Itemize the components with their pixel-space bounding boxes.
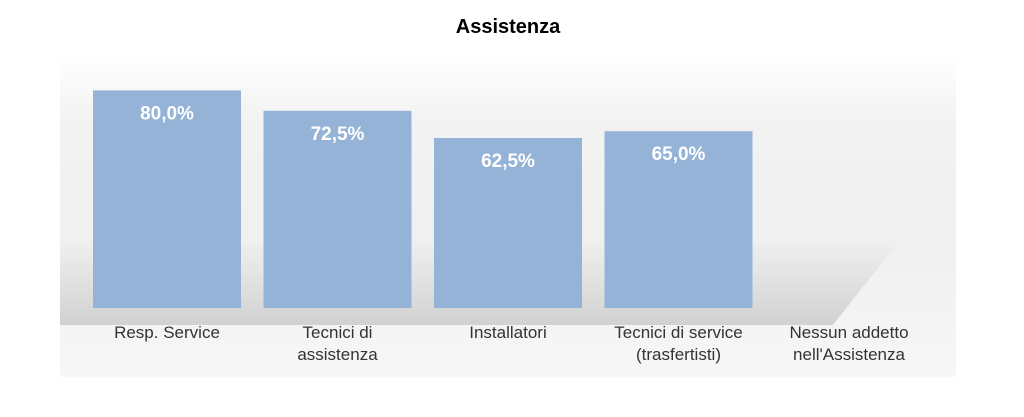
bar-1: [93, 90, 241, 309]
category-label-5: Nessun addetto nell'Assistenza: [789, 323, 908, 364]
data-label-1: 80,0%: [140, 103, 194, 124]
bar-4: [604, 131, 753, 308]
chart-title: Assistenza: [455, 16, 561, 38]
category-label-4: Tecnici di service (trasfertisti): [614, 323, 743, 364]
category-label-1: Resp. Service: [114, 323, 220, 342]
data-label-3: 62,5%: [481, 151, 535, 172]
bar-3: [434, 138, 582, 308]
data-label-4: 65,0%: [652, 144, 706, 165]
bar-2: [263, 110, 412, 308]
category-label-3: Installatori: [469, 323, 546, 342]
data-label-2: 72,5%: [311, 124, 365, 145]
category-label-2: Tecnici di assistenza: [297, 323, 378, 364]
